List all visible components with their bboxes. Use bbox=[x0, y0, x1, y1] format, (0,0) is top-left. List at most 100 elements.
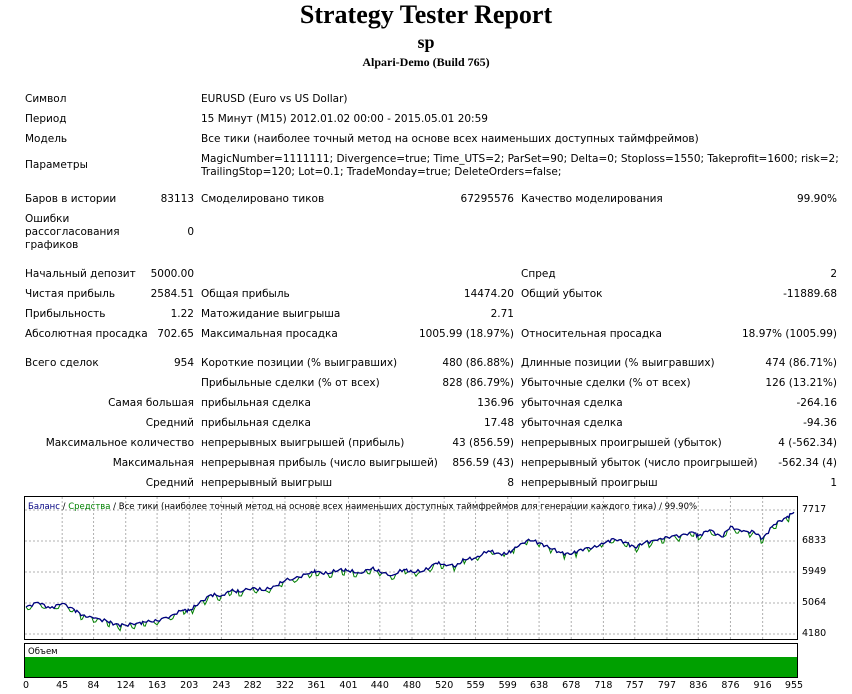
errors-label-2: рассогласования bbox=[25, 226, 120, 238]
avg-cons-label: Средний bbox=[145, 477, 194, 489]
errors-value: 0 bbox=[187, 226, 194, 238]
x-tick-label: 84 bbox=[87, 680, 100, 691]
volume-label: Объем bbox=[28, 647, 58, 657]
max-cons-wins-label: непрерывных выигрышей (прибыль) bbox=[201, 437, 405, 449]
y-tick-label: 4180 bbox=[802, 628, 827, 639]
volume-chart: Объем bbox=[24, 643, 798, 678]
short-positions-value: 480 (86.88%) bbox=[442, 357, 514, 369]
max-cons-wins-value: 43 (856.59) bbox=[452, 437, 514, 449]
bars-value: 83113 bbox=[160, 193, 194, 205]
loss-trades-value: 126 (13.21%) bbox=[765, 377, 837, 389]
report-subtitle: sp bbox=[417, 32, 435, 52]
max-cons-loss-value: -562.34 (4) bbox=[778, 457, 837, 469]
x-tick-label: 124 bbox=[116, 680, 135, 691]
bars-label: Баров в истории bbox=[25, 193, 117, 205]
x-tick-label: 45 bbox=[56, 680, 69, 691]
expected-payoff-value: 2.71 bbox=[490, 308, 514, 320]
x-tick-label: 282 bbox=[243, 680, 262, 691]
average-profit-label: прибыльная сделка bbox=[201, 417, 311, 429]
expected-payoff-label: Матожидание выигрыша bbox=[201, 308, 341, 320]
y-tick-label: 5949 bbox=[802, 565, 827, 577]
period-value: 15 Минут (M15) 2012.01.02 00:00 - 2015.0… bbox=[201, 113, 488, 125]
params-line-2: TrailingStop=120; Lot=0.1; TradeMonday=t… bbox=[201, 166, 562, 178]
gross-loss-value: -11889.68 bbox=[783, 288, 837, 300]
gross-profit-value: 14474.20 bbox=[463, 288, 514, 300]
x-tick-label: 361 bbox=[307, 680, 326, 691]
legend-balance: Баланс bbox=[28, 502, 60, 512]
largest-loss-label: убыточная сделка bbox=[521, 397, 623, 409]
x-tick-label: 559 bbox=[466, 680, 485, 691]
rel-drawdown-label: Относительная просадка bbox=[521, 328, 662, 340]
abs-drawdown-label: Абсолютная просадка bbox=[25, 328, 148, 340]
x-tick-label: 243 bbox=[212, 680, 231, 691]
max-drawdown-label: Максимальная просадка bbox=[201, 328, 338, 340]
max-cons-losses-label: непрерывных проигрышей (убыток) bbox=[521, 437, 722, 449]
profit-trades-value: 828 (86.79%) bbox=[442, 377, 514, 389]
x-tick-label: 797 bbox=[657, 680, 677, 691]
x-tick-label: 480 bbox=[402, 680, 422, 691]
max-drawdown-value: 1005.99 (18.97%) bbox=[419, 328, 514, 340]
spread-label: Спред bbox=[521, 268, 556, 280]
average-loss-label: убыточная сделка bbox=[521, 417, 623, 429]
deposit-label: Начальный депозит bbox=[25, 268, 136, 280]
symbol-label: Символ bbox=[25, 93, 67, 105]
x-tick-label: 955 bbox=[784, 680, 804, 691]
abs-drawdown-value: 702.65 bbox=[157, 328, 194, 340]
ticks-value: 67295576 bbox=[460, 193, 514, 205]
x-tick-label: 322 bbox=[275, 680, 295, 691]
largest-loss-value: -264.16 bbox=[796, 397, 837, 409]
total-trades-label: Всего сделок bbox=[25, 357, 99, 369]
params-label: Параметры bbox=[25, 159, 88, 171]
balance-line bbox=[25, 511, 795, 628]
total-trades-value: 954 bbox=[173, 357, 194, 369]
model-value: Все тики (наиболее точный метод на основ… bbox=[201, 133, 699, 145]
y-tick-label: 5064 bbox=[802, 597, 827, 608]
params-line-1: MagicNumber=1111111; Divergence=true; Ti… bbox=[201, 153, 839, 165]
max-count-label: Максимальное количество bbox=[45, 437, 194, 449]
chart-grid bbox=[25, 497, 797, 639]
spread-value: 2 bbox=[830, 268, 837, 280]
profit-trades-label: Прибыльные сделки (% от всех) bbox=[201, 377, 380, 389]
deposit-value: 5000.00 bbox=[150, 268, 194, 280]
avg-cons-wins-value: 8 bbox=[507, 477, 514, 489]
quality-label: Качество моделирования bbox=[521, 193, 663, 205]
legend-model-info: / Все тики (наиболее точный метод на осн… bbox=[110, 502, 697, 512]
chart-frame bbox=[24, 496, 798, 640]
legend-separator: / bbox=[60, 502, 68, 512]
x-tick-label: 0 bbox=[22, 680, 30, 691]
x-tick-label: 163 bbox=[148, 680, 167, 691]
model-label: Модель bbox=[25, 133, 68, 145]
gross-profit-label: Общая прибыль bbox=[201, 288, 290, 300]
ticks-label: Смоделировано тиков bbox=[201, 193, 325, 205]
net-profit-label: Чистая прибыль bbox=[25, 288, 116, 300]
x-tick-label: 757 bbox=[625, 680, 644, 691]
errors-label-1: Ошибки bbox=[25, 213, 70, 225]
avg-cons-losses-value: 1 bbox=[830, 477, 837, 489]
net-profit-value: 2584.51 bbox=[150, 288, 194, 300]
chart-legend: Баланс / Средства / Все тики (наиболее т… bbox=[28, 502, 697, 512]
x-tick-label: 638 bbox=[529, 680, 549, 691]
x-tick-label: 678 bbox=[562, 680, 581, 691]
largest-profit-label: прибыльная сделка bbox=[201, 397, 311, 409]
legend-equity: Средства bbox=[68, 502, 110, 512]
report-title: Strategy Tester Report bbox=[299, 0, 553, 29]
max-cons-loss-label: непрерывный убыток (число проигрышей) bbox=[521, 457, 758, 469]
long-positions-value: 474 (86.71%) bbox=[765, 357, 837, 369]
y-tick-label: 6833 bbox=[802, 534, 827, 546]
avg-cons-wins-label: непрерывный выигрыш bbox=[201, 477, 333, 489]
largest-profit-value: 136.96 bbox=[477, 397, 514, 409]
quality-value: 99.90% bbox=[796, 193, 837, 205]
symbol-value: EURUSD (Euro vs US Dollar) bbox=[201, 93, 348, 105]
x-tick-label: 718 bbox=[594, 680, 613, 691]
average-profit-value: 17.48 bbox=[483, 417, 514, 429]
maximal-label: Максимальная bbox=[112, 457, 194, 469]
x-tick-label: 203 bbox=[180, 680, 199, 691]
period-label: Период bbox=[25, 113, 67, 125]
errors-label-3: графиков bbox=[25, 239, 79, 251]
long-positions-label: Длинные позиции (% выигравших) bbox=[521, 357, 715, 369]
x-tick-label: 440 bbox=[370, 680, 389, 691]
balance-chart: Баланс / Средства / Все тики (наиболее т… bbox=[24, 496, 798, 640]
x-tick-label: 401 bbox=[339, 680, 358, 691]
y-tick-label: 7717 bbox=[802, 504, 827, 515]
x-tick-label: 876 bbox=[721, 680, 740, 691]
